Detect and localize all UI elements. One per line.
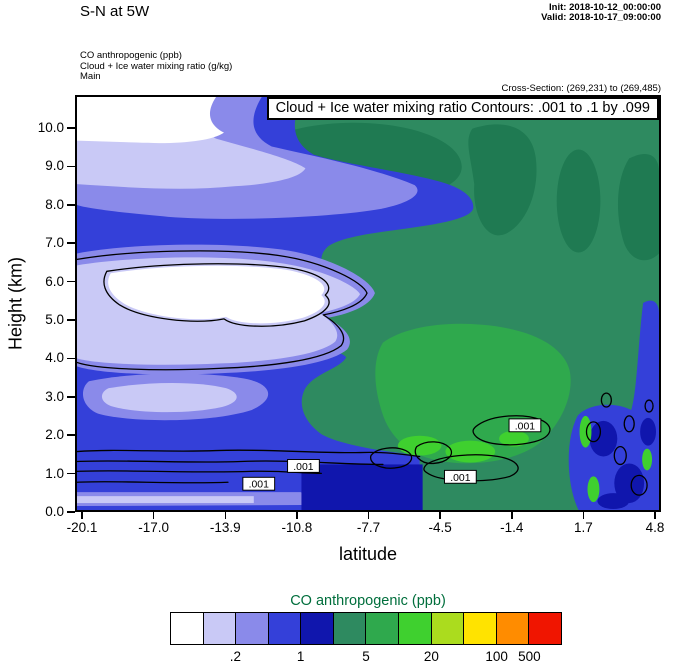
- x-axis-tick-label: -17.0: [138, 520, 170, 535]
- colorbar: [170, 612, 562, 645]
- y-axis-tick-label: 6.0: [45, 273, 64, 289]
- co-fill-bright-green-spots: [397, 430, 529, 463]
- y-axis-tick: [67, 511, 75, 513]
- colorbar-tick-label: 100: [485, 649, 508, 664]
- x-axis-tick-label: -4.5: [428, 520, 452, 535]
- y-axis-tick-label: 7.0: [45, 235, 64, 251]
- y-axis-label: Height (km): [5, 257, 26, 351]
- y-axis-tick: [67, 434, 75, 436]
- x-axis-tick: [367, 512, 370, 519]
- colorbar-cell: [398, 612, 432, 645]
- y-axis-tick-label: 10.0: [37, 120, 64, 135]
- valid-timestamp: Valid: 2018-10-17_09:00:00: [541, 12, 661, 23]
- x-axis-label: latitude: [338, 544, 398, 564]
- contour-label: .001: [508, 418, 542, 432]
- legend-line-contour-field: Cloud + Ice water mixing ratio (g/kg): [80, 60, 233, 72]
- cloud-contour-lines: [77, 250, 654, 496]
- y-axis-tick-label: 2.0: [45, 427, 64, 443]
- x-axis-tick: [582, 512, 585, 519]
- colorbar-cell: [267, 612, 302, 645]
- legend-line-model: Main: [80, 71, 101, 82]
- init-timestamp: Init: 2018-10-12_00:00:00: [549, 2, 661, 13]
- y-axis-tick: [67, 242, 75, 244]
- y-axis-tick: [67, 357, 75, 360]
- contour-label: .001: [287, 458, 320, 473]
- x-axis-tick-label: 4.8: [645, 520, 665, 535]
- y-axis-tick: [67, 165, 75, 168]
- x-axis-tick: [296, 512, 298, 519]
- y-axis-tick-label: 9.0: [45, 158, 64, 174]
- contour-plot-svg: .001 .001 .001 .001: [77, 97, 659, 510]
- svg-text:.001: .001: [249, 480, 269, 491]
- colorbar-cell: [332, 612, 367, 645]
- legend-line-fill-field: CO anthropogenic (ppb): [80, 50, 182, 61]
- colorbar-title: CO anthropogenic (ppb): [290, 593, 446, 609]
- y-axis-tick: [67, 319, 75, 321]
- co-fill-white-regions: [77, 97, 325, 324]
- x-axis-tick-label: -7.7: [356, 520, 381, 535]
- colorbar-cell: [528, 612, 562, 645]
- colorbar-cell: [170, 612, 204, 645]
- colorbar-cell: [235, 612, 269, 645]
- field-legend: CO anthropogenic (ppb) Cloud + Ice water…: [80, 50, 233, 83]
- x-axis-tick-label: -1.4: [500, 520, 524, 535]
- x-axis-tick-label: -10.8: [281, 520, 313, 535]
- inner-title-box: Cloud + Ice water mixing ratio Contours:…: [266, 97, 659, 120]
- x-axis-tick: [439, 512, 441, 519]
- y-axis-tick: [67, 127, 75, 129]
- x-axis-tick: [511, 512, 513, 519]
- y-axis-tick: [67, 396, 75, 398]
- colorbar-cell: [300, 612, 334, 645]
- colorbar-cell: [463, 612, 497, 645]
- inner-title-text: Cloud + Ice water mixing ratio Contours:…: [275, 100, 650, 116]
- colorbar-cell: [202, 612, 237, 645]
- x-axis-tick-label: -20.1: [66, 520, 98, 535]
- colorbar-tick-label: 500: [518, 649, 541, 664]
- colorbar-cell: [430, 612, 465, 645]
- y-axis-tick-label: 5.0: [45, 312, 64, 327]
- x-axis-tick-label: 1.7: [573, 520, 593, 535]
- contour-label: .001: [443, 469, 477, 484]
- y-axis-tick: [67, 472, 75, 475]
- y-axis-tick-label: 4.0: [45, 350, 64, 366]
- contour-label: .001: [242, 476, 276, 491]
- colorbar-tick-label: 20: [423, 649, 439, 664]
- colorbar-cell: [365, 612, 400, 645]
- y-axis-tick: [67, 280, 75, 283]
- colorbar-tick-label: 5: [362, 649, 370, 664]
- svg-text:.001: .001: [293, 462, 313, 473]
- colorbar-tick-label: .2: [229, 649, 241, 664]
- y-axis-tick-label: 8.0: [45, 196, 64, 212]
- x-axis-tick: [224, 512, 226, 519]
- colorbar-cell: [495, 612, 530, 645]
- x-axis-tick: [152, 512, 155, 519]
- figure-title: S-N at 5W: [80, 3, 150, 20]
- y-axis-tick-label: 0.0: [45, 504, 64, 519]
- y-axis-tick-label: 1.0: [45, 465, 64, 481]
- svg-text:.001: .001: [515, 421, 535, 432]
- y-axis-tick: [67, 204, 75, 206]
- cross-section-range: Cross-Section: (269,231) to (269,485): [501, 83, 661, 94]
- svg-text:.001: .001: [450, 473, 470, 484]
- x-axis-tick: [81, 512, 83, 519]
- x-axis-tick-label: -13.9: [209, 520, 241, 535]
- cross-section-plot: .001 .001 .001 .001 Cloud + Ice water mixin…: [75, 95, 661, 512]
- co-fill-darkblue-strip: [301, 464, 423, 510]
- x-axis-tick: [654, 512, 656, 519]
- y-axis-tick-label: 3.0: [45, 388, 64, 404]
- colorbar-tick-label: 1: [296, 649, 305, 664]
